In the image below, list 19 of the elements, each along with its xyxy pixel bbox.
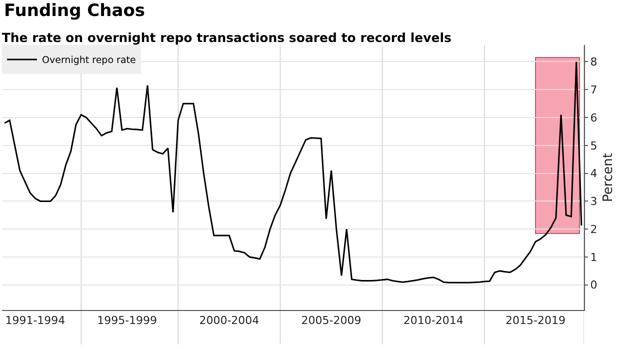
y-tick-label: 8 [590,56,598,69]
y-tick-label: 2 [590,222,598,236]
y-tick-label: 4 [590,167,598,180]
legend-label: Overnight repo rate [42,55,136,66]
y-tick-label: 1 [590,250,598,264]
y-tick-label: 6 [590,111,598,124]
x-tick-label: 1991-1994 [5,314,66,328]
x-tick-label: 2000-2004 [199,314,260,328]
y-tick-label: 5 [590,139,598,152]
x-tick-label: 2015-2019 [506,314,566,328]
y-tick-label: 7 [590,83,598,96]
y-tick-label: 3 [590,195,598,208]
x-tick-label: 1995-1999 [97,314,158,328]
x-tick-label: 2010-2014 [403,314,464,328]
x-tick-label: 2005-2009 [301,314,362,328]
y-tick-label: 0 [590,278,598,292]
chart-title: Funding Chaos [4,1,146,21]
chart-subtitle: The rate on overnight repo transactions soared to record levels [2,30,452,45]
y-axis-title: Percent [600,153,616,202]
